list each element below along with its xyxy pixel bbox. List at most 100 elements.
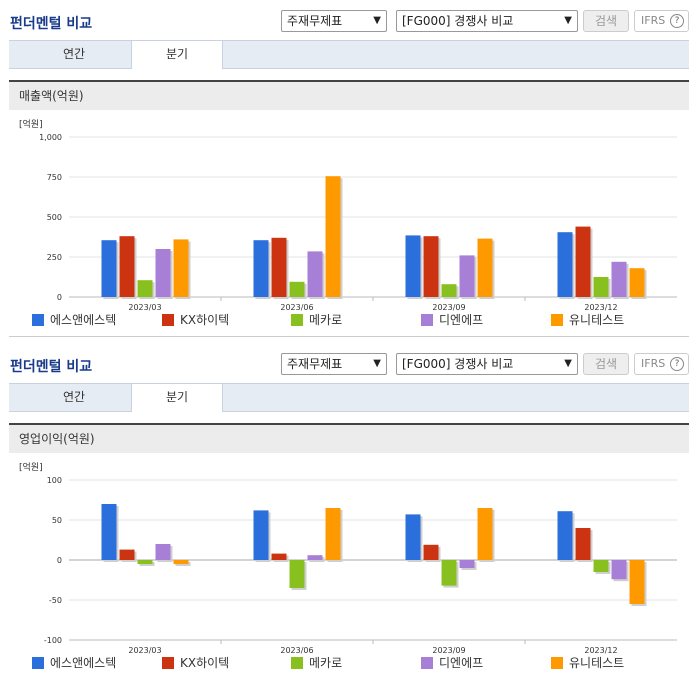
- y-tick-label: 1,000: [39, 133, 62, 142]
- chart-legend: 에스앤에스텍 KX하이텍 메카로 디엔에프 유니테스트: [32, 313, 672, 329]
- y-tick-label: 100: [47, 476, 62, 485]
- chevron-down-icon: ▼: [564, 15, 572, 26]
- tab-quarterly[interactable]: 분기: [131, 40, 223, 69]
- legend-label: 디엔에프: [439, 313, 484, 327]
- y-tick-label: 250: [47, 253, 62, 262]
- y-tick-label: 750: [47, 173, 62, 182]
- revenue-chart: [억원] 1,000 750 500 250 0 2023/03 2023/06 2023/09…: [19, 118, 677, 312]
- unit-label: [억원]: [19, 461, 43, 473]
- bar: [101, 504, 117, 560]
- legend-item: KX하이텍: [162, 656, 229, 670]
- x-tick-label: 2023/09: [432, 646, 465, 655]
- question-icon: ?: [670, 14, 684, 28]
- tab-quarterly[interactable]: 분기: [131, 383, 223, 412]
- bar: [253, 510, 269, 560]
- search-button[interactable]: 검색: [583, 353, 629, 375]
- bar: [155, 249, 171, 297]
- ifrs-label: IFRS: [641, 357, 666, 370]
- legend-swatch: [551, 657, 563, 669]
- bar: [289, 560, 305, 588]
- legend-swatch: [291, 314, 303, 326]
- bar: [271, 553, 287, 560]
- bar: [119, 549, 135, 560]
- x-tick-label: 2023/06: [280, 303, 313, 312]
- bar: [137, 560, 153, 564]
- bar: [423, 544, 439, 560]
- legend-item: 디엔에프: [421, 313, 483, 327]
- bar: [307, 251, 323, 297]
- legend-swatch: [291, 657, 303, 669]
- bar: [441, 284, 457, 297]
- panel-header: 펀더멘털 비교 주재무제표 ▼ [FG000] 경쟁사 비교 ▼ 검색 IFRS?: [0, 0, 696, 40]
- statement-select-value: 주재무제표: [287, 357, 343, 371]
- legend-label: 메카로: [309, 313, 343, 327]
- bar: [271, 237, 287, 297]
- unit-label: [억원]: [19, 118, 43, 130]
- tab-annual[interactable]: 연간: [62, 390, 86, 404]
- chevron-down-icon: ▼: [373, 358, 381, 369]
- ifrs-help-button[interactable]: IFRS?: [634, 10, 689, 32]
- bar: [611, 261, 627, 297]
- operating-profit-panel: 펀더멘털 비교 주재무제표 ▼ [FG000] 경쟁사 비교 ▼ 검색 IFRS? …: [0, 343, 696, 684]
- question-icon: ?: [670, 357, 684, 371]
- legend-swatch: [421, 314, 433, 326]
- period-tabs: 연간 분기: [9, 383, 689, 412]
- bar: [405, 235, 421, 297]
- legend-label: 디엔에프: [439, 656, 484, 670]
- bar: [173, 239, 189, 297]
- legend-item: 에스앤에스텍: [32, 656, 116, 670]
- chart-legend: 에스앤에스텍 KX하이텍 메카로 디엔에프 유니테스트: [32, 656, 672, 672]
- legend-label: KX하이텍: [180, 313, 230, 327]
- search-button[interactable]: 검색: [583, 10, 629, 32]
- legend-item: 유니테스트: [551, 313, 624, 327]
- ifrs-help-button[interactable]: IFRS?: [634, 353, 689, 375]
- bar: [593, 560, 609, 572]
- period-tabs: 연간 분기: [9, 40, 689, 69]
- x-tick-label: 2023/06: [280, 646, 313, 655]
- y-tick-label: -100: [44, 636, 62, 645]
- bar: [459, 560, 475, 568]
- legend-label: 유니테스트: [569, 656, 625, 670]
- bar: [459, 255, 475, 297]
- statement-select-value: 주재무제표: [287, 14, 343, 28]
- tab-annual[interactable]: 연간: [62, 47, 86, 61]
- bar: [575, 528, 591, 560]
- peer-group-select-value: [FG000] 경쟁사 비교: [402, 14, 514, 28]
- chart-subtitle: 매출액(억원): [9, 80, 689, 110]
- legend-item: 메카로: [291, 313, 342, 327]
- legend-item: 메카로: [291, 656, 342, 670]
- peer-group-select[interactable]: [FG000] 경쟁사 비교 ▼: [396, 353, 578, 375]
- bar: [325, 508, 341, 560]
- divider: [9, 336, 689, 337]
- bar: [629, 268, 645, 297]
- panel-title: 펀더멘털 비교: [10, 359, 93, 375]
- bar: [307, 555, 323, 560]
- bar: [325, 176, 341, 297]
- legend-item: 디엔에프: [421, 656, 483, 670]
- bar: [441, 560, 457, 586]
- y-tick-label: 0: [57, 293, 62, 302]
- legend-label: 유니테스트: [569, 313, 625, 327]
- bar: [155, 544, 171, 560]
- peer-group-select[interactable]: [FG000] 경쟁사 비교 ▼: [396, 10, 578, 32]
- bar: [405, 514, 421, 560]
- legend-item: 유니테스트: [551, 656, 624, 670]
- revenue-panel: 펀더멘털 비교 주재무제표 ▼ [FG000] 경쟁사 비교 ▼ 검색 IFRS? …: [0, 0, 696, 337]
- x-tick-label: 2023/12: [584, 646, 617, 655]
- legend-label: 메카로: [309, 656, 343, 670]
- bar: [173, 560, 189, 564]
- chart-subtitle: 영업이익(억원): [9, 423, 689, 453]
- legend-item: KX하이텍: [162, 313, 229, 327]
- x-tick-label: 2023/03: [128, 303, 161, 312]
- chevron-down-icon: ▼: [564, 358, 572, 369]
- ifrs-label: IFRS: [641, 14, 666, 27]
- legend-swatch: [32, 657, 44, 669]
- statement-select[interactable]: 주재무제표 ▼: [281, 10, 387, 32]
- bar: [253, 240, 269, 297]
- bar: [557, 511, 573, 560]
- bar: [593, 277, 609, 297]
- statement-select[interactable]: 주재무제표 ▼: [281, 353, 387, 375]
- panel-header: 펀더멘털 비교 주재무제표 ▼ [FG000] 경쟁사 비교 ▼ 검색 IFRS?: [0, 343, 696, 383]
- x-tick-label: 2023/03: [128, 646, 161, 655]
- bar: [119, 236, 135, 297]
